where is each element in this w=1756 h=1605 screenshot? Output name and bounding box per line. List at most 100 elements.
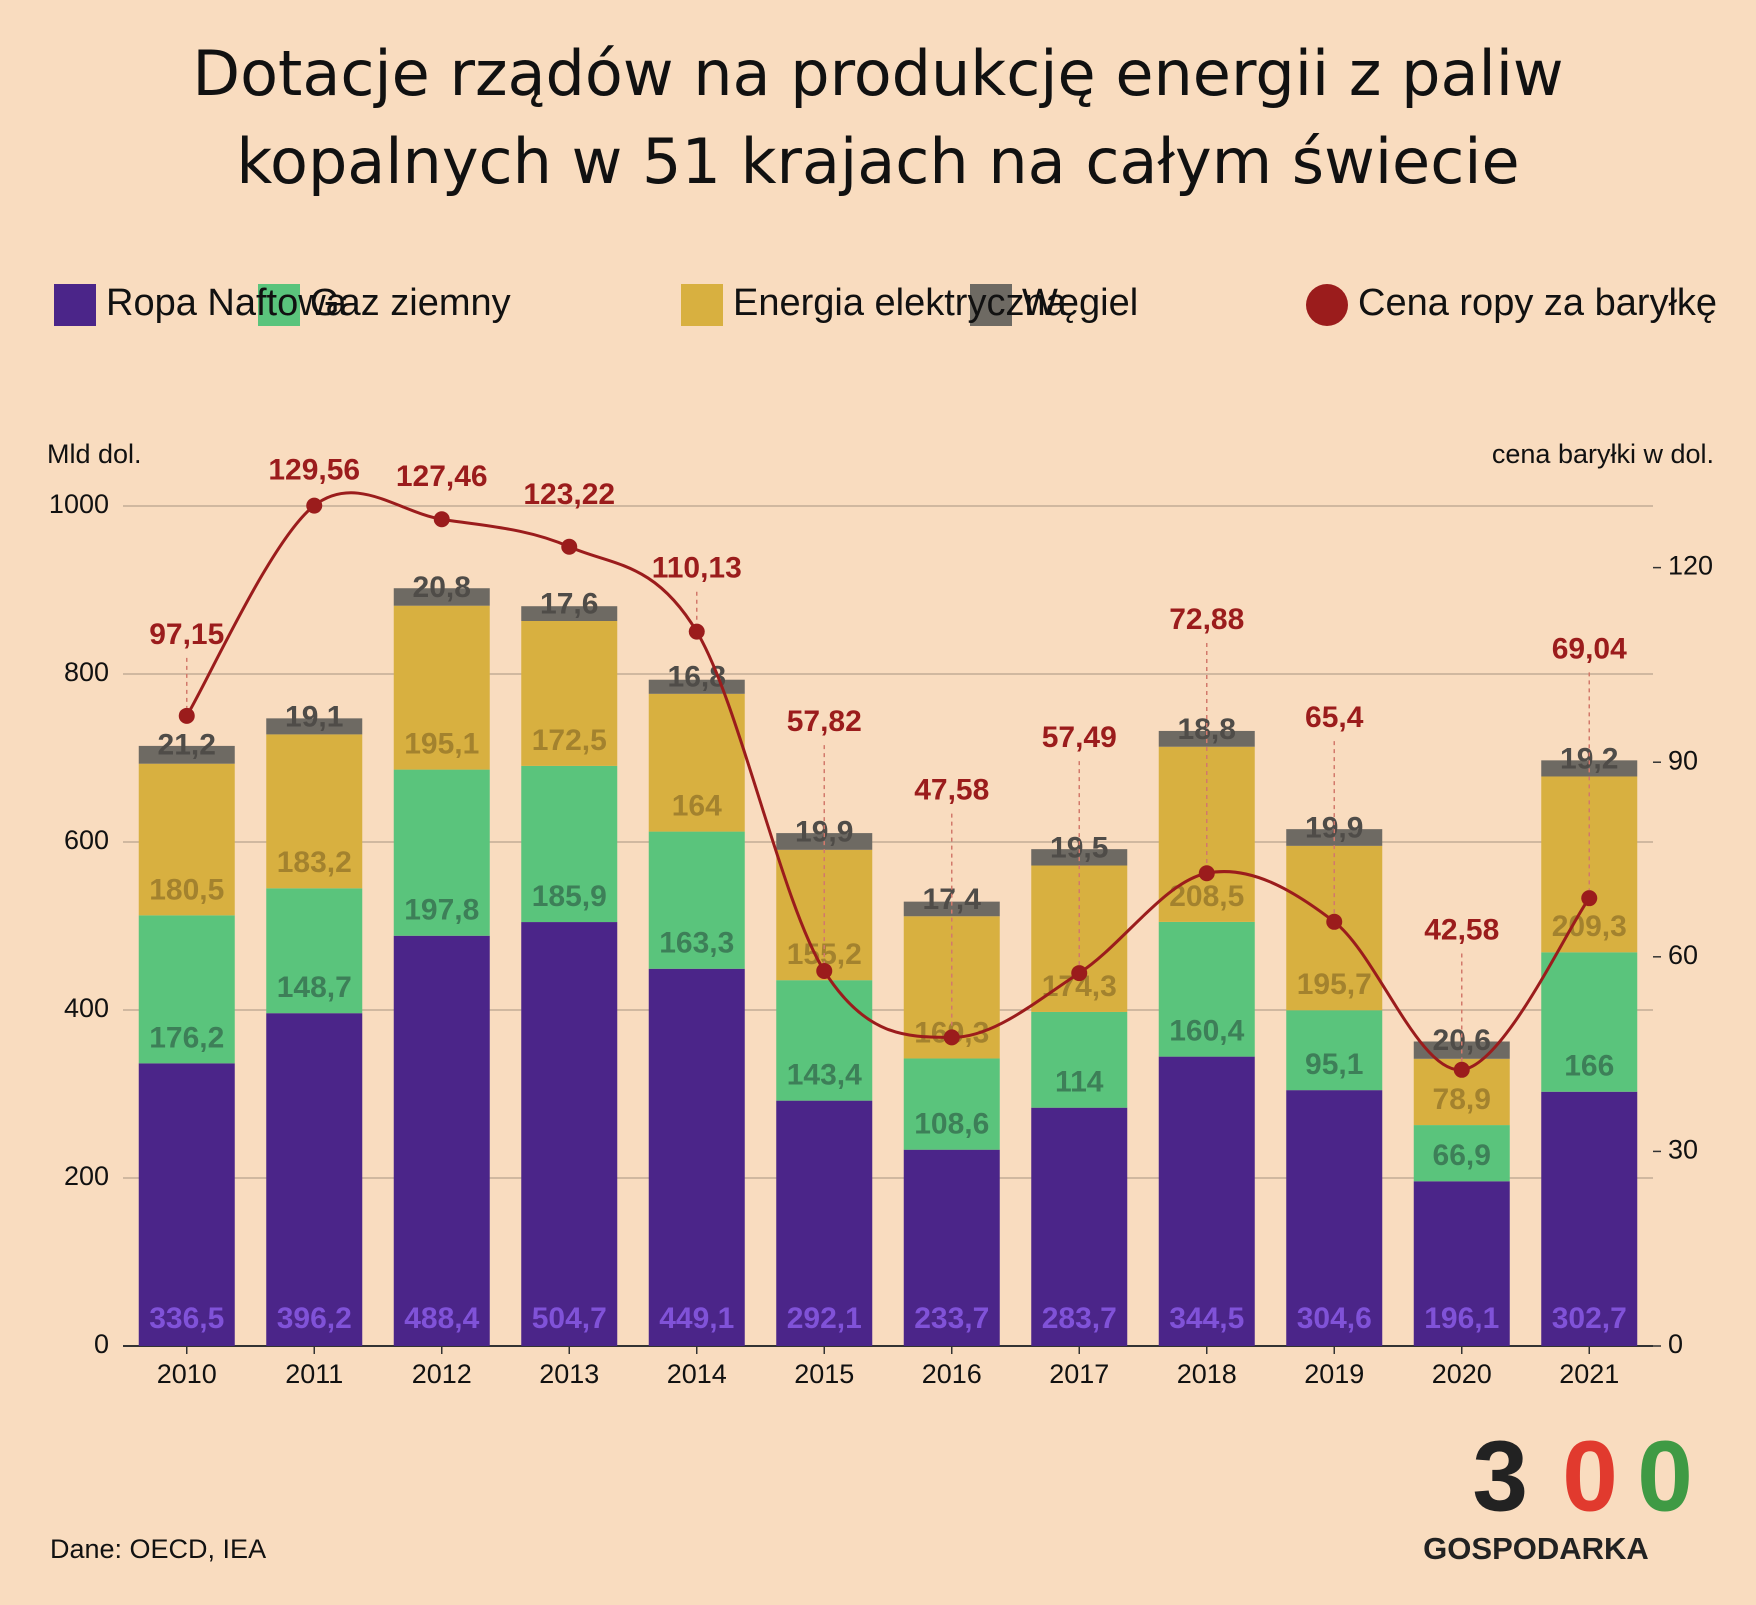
x-tick-label: 2013	[539, 1359, 599, 1389]
price-point	[306, 497, 323, 514]
legend-marker	[258, 284, 300, 326]
bar-segment	[1158, 921, 1255, 1057]
legend-marker	[970, 284, 1012, 326]
price-label: 129,56	[268, 454, 360, 487]
logo-digit: 0	[1637, 1420, 1693, 1532]
y2-tick-label: 60	[1668, 940, 1698, 970]
value-label: 20,8	[413, 571, 471, 604]
bar-segment	[393, 588, 490, 606]
bar-segment	[393, 769, 490, 936]
price-point	[178, 707, 195, 724]
y-tick-label: 400	[64, 993, 109, 1023]
price-label: 127,46	[396, 460, 488, 493]
price-label: 69,04	[1552, 632, 1627, 665]
y-tick-label: 1000	[49, 489, 109, 519]
value-label: 108,6	[914, 1108, 989, 1141]
y-tick-label: 600	[64, 825, 109, 855]
value-label: 304,6	[1297, 1302, 1372, 1335]
value-label: 185,9	[532, 880, 607, 913]
bar-segment	[393, 935, 490, 1346]
price-label: 110,13	[652, 552, 742, 585]
value-label: 196,1	[1424, 1302, 1499, 1335]
value-label: 21,2	[158, 729, 216, 762]
value-label: 17,6	[540, 588, 598, 621]
price-point	[1326, 913, 1343, 930]
value-label: 143,4	[787, 1059, 862, 1092]
bar-segment	[648, 831, 745, 969]
legend-marker	[54, 284, 96, 326]
x-tick-label: 2019	[1304, 1359, 1364, 1389]
value-label: 292,1	[787, 1302, 862, 1335]
price-point	[1198, 865, 1215, 882]
value-label: 449,1	[659, 1302, 734, 1335]
legend-label: Gaz ziemny	[310, 282, 511, 324]
price-point	[1581, 890, 1598, 907]
logo-digit: 3	[1472, 1420, 1528, 1532]
value-label: 95,1	[1305, 1048, 1363, 1081]
y2-tick-label: 0	[1668, 1329, 1683, 1359]
bar-segment	[266, 1013, 363, 1346]
price-label: 123,22	[523, 478, 615, 511]
bar-segment	[1031, 1011, 1128, 1108]
price-point	[561, 538, 578, 555]
price-point	[943, 1029, 960, 1046]
value-label: 180,5	[149, 873, 224, 906]
x-tick-label: 2017	[1049, 1359, 1109, 1389]
bar-segment	[266, 888, 363, 1014]
x-tick-label: 2011	[285, 1359, 343, 1389]
y2-axis-label: cena baryłki w dol.	[1492, 439, 1714, 469]
bar-segment	[903, 1149, 1000, 1346]
legend-label: Energia elektryczna	[733, 282, 1068, 324]
legend-label: Cena ropy za baryłkę	[1358, 282, 1717, 324]
bar-segment	[1286, 1090, 1383, 1346]
bar-segment	[1031, 1107, 1128, 1346]
price-label: 57,49	[1042, 721, 1117, 754]
value-label: 344,5	[1169, 1302, 1244, 1335]
value-label: 195,1	[404, 728, 479, 761]
value-label: 195,7	[1297, 968, 1372, 1001]
price-point	[816, 962, 833, 979]
value-label: 19,1	[285, 700, 343, 733]
bar-segment	[776, 980, 873, 1101]
value-label: 283,7	[1042, 1302, 1117, 1335]
value-label: 172,5	[532, 724, 607, 757]
source: Dane: OECD, IEA	[50, 1534, 266, 1564]
value-label: 114	[1055, 1066, 1104, 1099]
x-tick-label: 2012	[412, 1359, 472, 1389]
legend-label: Węgiel	[1022, 282, 1138, 324]
logo-text: GOSPODARKA	[1423, 1531, 1649, 1566]
value-label: 197,8	[404, 894, 479, 927]
bar-segment	[521, 922, 618, 1346]
bar-segment	[266, 718, 363, 735]
y-tick-label: 0	[94, 1329, 109, 1359]
bar-segment	[1413, 1125, 1510, 1182]
value-label: 78,9	[1433, 1083, 1491, 1116]
bar-segment	[903, 901, 1000, 917]
bar-segment	[903, 1058, 1000, 1150]
price-line	[185, 491, 1591, 1072]
bar-segment	[776, 1100, 873, 1346]
x-tick-label: 2021	[1559, 1359, 1619, 1389]
price-point	[433, 511, 450, 528]
bar-segment	[138, 1063, 235, 1346]
y-tick-label: 800	[64, 657, 109, 687]
value-label: 160,4	[1169, 1015, 1244, 1048]
value-label: 176,2	[149, 1021, 224, 1054]
legend-label: Ropa Naftowa	[106, 282, 348, 324]
value-label: 336,5	[149, 1302, 224, 1335]
value-label: 302,7	[1552, 1302, 1627, 1335]
bar-segment	[1413, 1181, 1510, 1346]
x-tick-label: 2016	[922, 1359, 982, 1389]
y2-tick-label: 90	[1668, 745, 1698, 775]
bar-segment	[138, 745, 235, 764]
bar-segment	[1541, 952, 1638, 1092]
y-tick-label: 200	[64, 1161, 109, 1191]
value-label: 66,9	[1433, 1139, 1491, 1172]
value-label: 163,3	[659, 927, 734, 960]
price-point	[688, 623, 705, 640]
price-point	[1071, 965, 1088, 982]
value-label: 148,7	[277, 971, 352, 1004]
value-label: 16,8	[668, 661, 726, 694]
